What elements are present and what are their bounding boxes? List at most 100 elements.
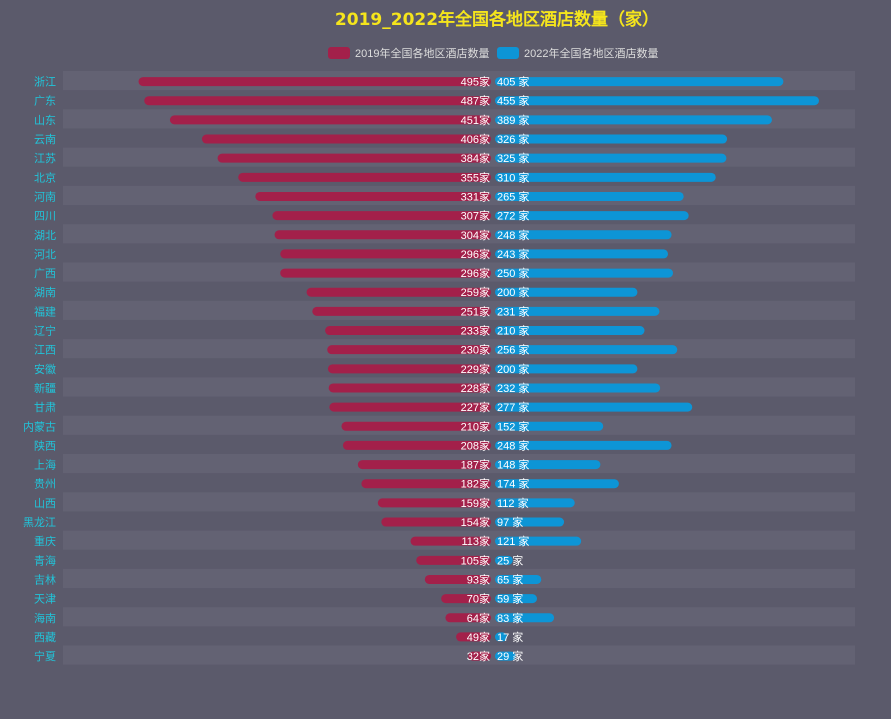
- bar-2022[interactable]: [495, 191, 684, 201]
- legend[interactable]: 2019年全国各地区酒店数量 2022年全国各地区酒店数量: [328, 46, 658, 60]
- bar-2022[interactable]: [495, 421, 604, 431]
- bar-2022[interactable]: [495, 632, 508, 642]
- bar-2022[interactable]: [495, 479, 619, 489]
- value-label-2022: 83 家: [497, 611, 523, 625]
- bar-2019[interactable]: [361, 479, 491, 489]
- bar-2022[interactable]: [495, 555, 513, 565]
- bar-2019[interactable]: [468, 651, 491, 661]
- bar-2022[interactable]: [495, 594, 538, 604]
- bar-2019[interactable]: [410, 536, 491, 546]
- category-label: 福建: [34, 304, 56, 318]
- value-label-2019: 259家: [461, 285, 490, 299]
- value-label-2019: 113家: [461, 534, 490, 548]
- bar-2019[interactable]: [445, 613, 491, 623]
- bar-2019[interactable]: [238, 172, 491, 182]
- bar-2022[interactable]: [495, 651, 516, 661]
- bar-2022[interactable]: [495, 326, 645, 336]
- bar-2019[interactable]: [280, 268, 491, 278]
- bar-2022[interactable]: [495, 268, 673, 278]
- bar-2022[interactable]: [495, 249, 669, 259]
- legend-label-2019[interactable]: 2019年全国各地区酒店数量: [355, 46, 489, 60]
- legend-swatch-2022[interactable]: [497, 47, 519, 59]
- bar-2022[interactable]: [495, 306, 660, 316]
- value-label-2019: 93家: [467, 572, 490, 586]
- bar-2022[interactable]: [495, 172, 716, 182]
- value-label-2019: 304家: [461, 228, 490, 242]
- bar-2019[interactable]: [329, 402, 491, 412]
- bar-2019[interactable]: [456, 632, 491, 642]
- bar-2019[interactable]: [341, 421, 491, 431]
- bar-2019[interactable]: [255, 191, 491, 201]
- bar-2019[interactable]: [342, 440, 491, 450]
- category-label: 陕西: [34, 438, 56, 452]
- bar-2022[interactable]: [495, 134, 728, 144]
- bar-2019[interactable]: [280, 249, 491, 259]
- value-label-2019: 159家: [461, 496, 490, 510]
- bar-2019[interactable]: [217, 153, 492, 163]
- category-label: 重庆: [34, 534, 56, 548]
- bar-2019[interactable]: [381, 517, 491, 527]
- category-label: 吉林: [34, 572, 56, 586]
- value-label-2022: 174 家: [497, 477, 529, 491]
- category-label: 湖南: [34, 286, 56, 299]
- value-label-2019: 227家: [461, 400, 490, 414]
- bar-2022[interactable]: [495, 498, 575, 508]
- category-label: 内蒙古: [23, 419, 56, 433]
- bar-2019[interactable]: [328, 383, 491, 393]
- category-label: 贵州: [34, 478, 56, 491]
- category-label: 云南: [34, 133, 56, 146]
- bar-2019[interactable]: [424, 574, 491, 584]
- bar-2022[interactable]: [495, 345, 678, 355]
- bar-2019[interactable]: [201, 134, 492, 144]
- bar-2019[interactable]: [357, 460, 491, 470]
- value-label-2022: 389 家: [497, 113, 529, 127]
- bar-2019[interactable]: [169, 115, 491, 125]
- value-label-2022: 325 家: [497, 151, 529, 165]
- bar-2022[interactable]: [495, 536, 582, 546]
- category-label: 四川: [34, 211, 56, 223]
- bar-2019[interactable]: [327, 364, 491, 374]
- bar-2022[interactable]: [495, 211, 689, 221]
- value-label-2019: 229家: [461, 362, 490, 376]
- value-label-2019: 49家: [467, 630, 490, 644]
- bar-2022[interactable]: [495, 96, 819, 106]
- bar-2019[interactable]: [306, 287, 491, 297]
- value-label-2022: 265 家: [497, 189, 529, 203]
- bar-2022[interactable]: [495, 153, 727, 163]
- bar-2019[interactable]: [416, 555, 491, 565]
- value-label-2022: 277 家: [497, 400, 529, 414]
- bar-2022[interactable]: [495, 402, 693, 412]
- value-label-2019: 105家: [461, 553, 490, 567]
- bar-2019[interactable]: [144, 96, 492, 106]
- bar-2022[interactable]: [495, 383, 661, 393]
- bar-2022[interactable]: [495, 115, 772, 125]
- bar-2022[interactable]: [495, 230, 672, 240]
- category-label: 安徽: [34, 362, 56, 376]
- bar-2019[interactable]: [377, 498, 491, 508]
- bar-2019[interactable]: [312, 306, 491, 316]
- category-label: 天津: [34, 593, 56, 606]
- bar-2022[interactable]: [495, 440, 672, 450]
- bar-2019[interactable]: [272, 211, 491, 221]
- row-band: [63, 645, 855, 665]
- bar-2019[interactable]: [441, 594, 491, 604]
- bar-2022[interactable]: [495, 574, 542, 584]
- value-label-2022: 200 家: [497, 285, 529, 299]
- value-label-2019: 32家: [467, 649, 490, 663]
- value-label-2019: 70家: [467, 592, 490, 606]
- legend-swatch-2019[interactable]: [328, 47, 350, 59]
- bar-2019[interactable]: [274, 230, 491, 240]
- bar-2022[interactable]: [495, 613, 555, 623]
- bar-2022[interactable]: [495, 517, 565, 527]
- bar-2019[interactable]: [325, 326, 491, 336]
- bar-2022[interactable]: [495, 287, 638, 297]
- category-label: 山西: [34, 497, 56, 510]
- bar-2019[interactable]: [138, 77, 491, 87]
- bar-2022[interactable]: [495, 364, 638, 374]
- value-label-2022: 250 家: [497, 266, 529, 280]
- bar-2022[interactable]: [495, 77, 784, 87]
- category-label: 河北: [34, 248, 56, 261]
- bar-2019[interactable]: [327, 345, 491, 355]
- bar-2022[interactable]: [495, 460, 601, 470]
- legend-label-2022[interactable]: 2022年全国各地区酒店数量: [524, 46, 658, 60]
